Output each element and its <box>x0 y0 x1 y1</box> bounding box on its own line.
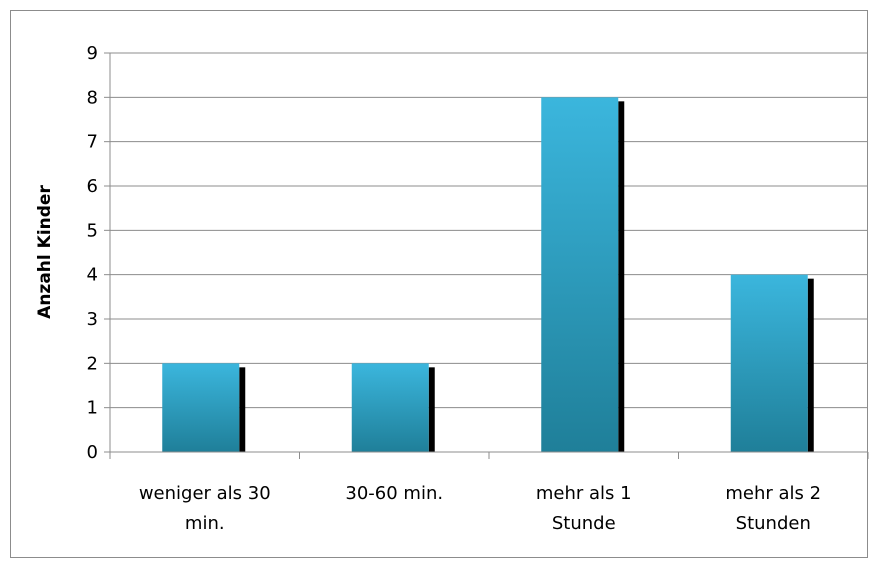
y-tick-label: 0 <box>87 442 98 463</box>
y-tick-label: 7 <box>87 132 98 153</box>
y-tick-label: 8 <box>87 87 98 108</box>
x-category-label: 30-60 min. <box>345 483 443 504</box>
y-tick-label: 3 <box>87 309 98 330</box>
chart-frame <box>10 10 868 558</box>
y-tick-label: 2 <box>87 353 98 374</box>
x-category-label: weniger als 30 min. <box>139 483 271 534</box>
bar <box>162 363 240 452</box>
labels: 0 1 2 3 4 5 6 7 8 9 weniger als 30 min. 30-60 min. me… <box>87 43 822 534</box>
y-axis-title: Anzahl Kinder <box>35 185 55 319</box>
x-category-label: mehr als 1 Stunde <box>536 483 632 534</box>
bar <box>730 274 808 452</box>
y-tick-label: 9 <box>87 43 98 64</box>
bar-shadow <box>807 278 814 452</box>
axes <box>104 52 869 459</box>
bar <box>351 363 429 452</box>
bar-shadow <box>618 101 625 452</box>
bar-shadow <box>428 367 435 452</box>
y-tick-label: 1 <box>87 398 98 419</box>
y-tick-label: 5 <box>87 220 98 241</box>
y-tick-label: 6 <box>87 176 98 197</box>
y-tick-label: 4 <box>87 265 98 286</box>
x-category-label: mehr als 2 Stunden <box>725 483 821 534</box>
bars <box>162 97 814 452</box>
bar <box>541 97 619 452</box>
bar-shadow <box>239 367 246 452</box>
